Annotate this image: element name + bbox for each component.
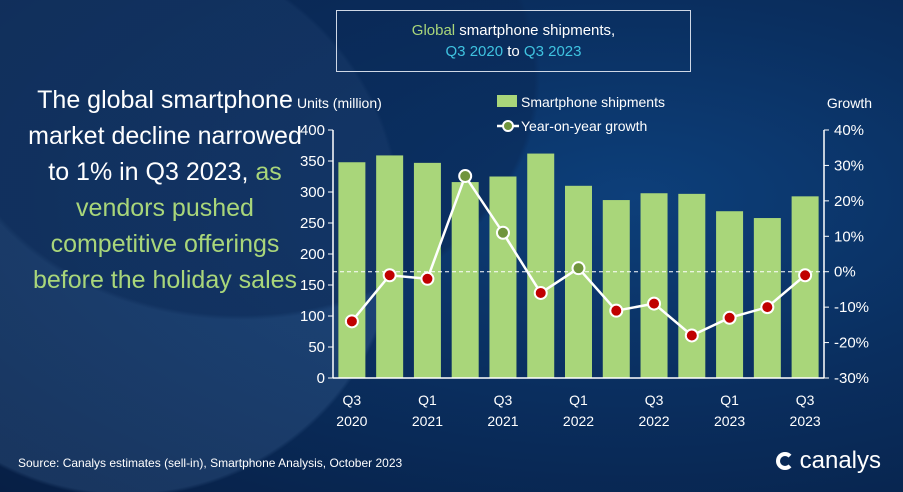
growth-point-q1-2023 — [722, 310, 737, 325]
y-tick-label: 250 — [300, 215, 325, 232]
growth-point-q4-2020 — [382, 268, 397, 283]
x-tick-label-year: 2020 — [336, 413, 367, 429]
source-note: Source: Canalys estimates (sell-in), Sma… — [18, 456, 403, 470]
y2-tick-label: 20% — [834, 193, 864, 210]
y-tick-label: 150 — [300, 277, 325, 294]
title-end: Q3 2023 — [523, 43, 582, 60]
bar-q2-2022 — [602, 200, 630, 378]
x-tick-label-quarter: Q3 — [796, 392, 815, 408]
x-tick-label-quarter: Q1 — [720, 392, 739, 408]
title-rest: smartphone shipments, — [455, 22, 616, 39]
x-tick-label-year: 2021 — [487, 413, 518, 429]
bar-q1-2023 — [716, 211, 744, 378]
y2-tick-label: -30% — [834, 370, 869, 387]
y-tick-label: 300 — [300, 184, 325, 201]
y-axis-label: Units (million) — [297, 95, 382, 111]
bar-q4-2022 — [678, 193, 706, 378]
x-tick-label-year: 2021 — [412, 413, 443, 429]
y2-tick-label: 0% — [834, 264, 856, 281]
y-tick-label: 0 — [317, 370, 325, 387]
background-swoosh-dark — [0, 0, 540, 330]
growth-point-q3-2021 — [495, 225, 510, 240]
x-tick-label-year: 2022 — [638, 413, 669, 429]
bar-q4-2021 — [527, 153, 555, 378]
x-tick-label-year: 2023 — [714, 413, 745, 429]
x-tick-label-quarter: Q1 — [569, 392, 588, 408]
growth-point-q1-2022 — [571, 261, 586, 276]
legend-line-marker — [502, 120, 514, 132]
x-tick-label-quarter: Q3 — [645, 392, 664, 408]
title-start: Q3 2020 — [445, 43, 504, 60]
canalys-swirl-icon — [775, 452, 794, 470]
y-tick-label: 350 — [300, 153, 325, 170]
y-tick-label: 400 — [300, 122, 325, 139]
logo-text: canalys — [799, 447, 881, 474]
legend-line-label: Year-on-year growth — [521, 118, 647, 134]
bar-q2-2021 — [451, 182, 479, 378]
canalys-logo: canalys — [775, 447, 881, 475]
growth-point-q3-2020 — [344, 314, 359, 329]
headline-text: The global smartphone market decline nar… — [28, 86, 302, 186]
bar-q3-2021 — [489, 176, 517, 378]
bar-q3-2020 — [338, 162, 366, 378]
growth-point-q2-2022 — [609, 303, 624, 318]
legend-bar-swatch — [497, 95, 517, 107]
title-to: to — [503, 43, 524, 60]
x-tick-label-quarter: Q1 — [418, 392, 437, 408]
bar-q1-2021 — [413, 162, 441, 378]
growth-point-q4-2021 — [533, 285, 548, 300]
y2-tick-label: -20% — [834, 335, 869, 352]
bar-q3-2023 — [791, 196, 819, 378]
bar-q3-2022 — [640, 193, 668, 378]
growth-point-q4-2022 — [684, 328, 699, 343]
y2-tick-label: 30% — [834, 157, 864, 174]
y-tick-label: 200 — [300, 246, 325, 263]
growth-point-q3-2022 — [647, 296, 662, 311]
growth-point-q1-2021 — [420, 271, 435, 286]
chart: Units (million) Growth Smartphone shipme… — [297, 94, 872, 429]
x-tick-label-year: 2023 — [790, 413, 821, 429]
x-tick-label-year: 2022 — [563, 413, 594, 429]
headline: The global smartphone market decline nar… — [15, 82, 315, 298]
growth-point-q2-2021 — [458, 169, 473, 184]
bar-q1-2022 — [565, 185, 592, 378]
y2-tick-label: -10% — [834, 299, 869, 316]
x-tick-label-quarter: Q3 — [494, 392, 513, 408]
y2-tick-label: 40% — [834, 122, 864, 139]
growth-point-q2-2023 — [760, 300, 775, 315]
growth-point-q3-2023 — [798, 268, 813, 283]
y-tick-label: 50 — [308, 339, 325, 356]
title-global: Global — [411, 22, 456, 39]
legend-bar-label: Smartphone shipments — [521, 94, 665, 110]
y-tick-label: 100 — [300, 308, 325, 325]
bar-q4-2020 — [376, 155, 404, 378]
chart-title: Global smartphone shipments, Q3 2020 to … — [336, 10, 691, 72]
y2-axis-label: Growth — [827, 95, 872, 111]
headline-highlight: as vendors pushed competitive offerings … — [32, 158, 298, 294]
x-tick-label-quarter: Q3 — [343, 392, 362, 408]
y2-tick-label: 10% — [834, 228, 864, 245]
